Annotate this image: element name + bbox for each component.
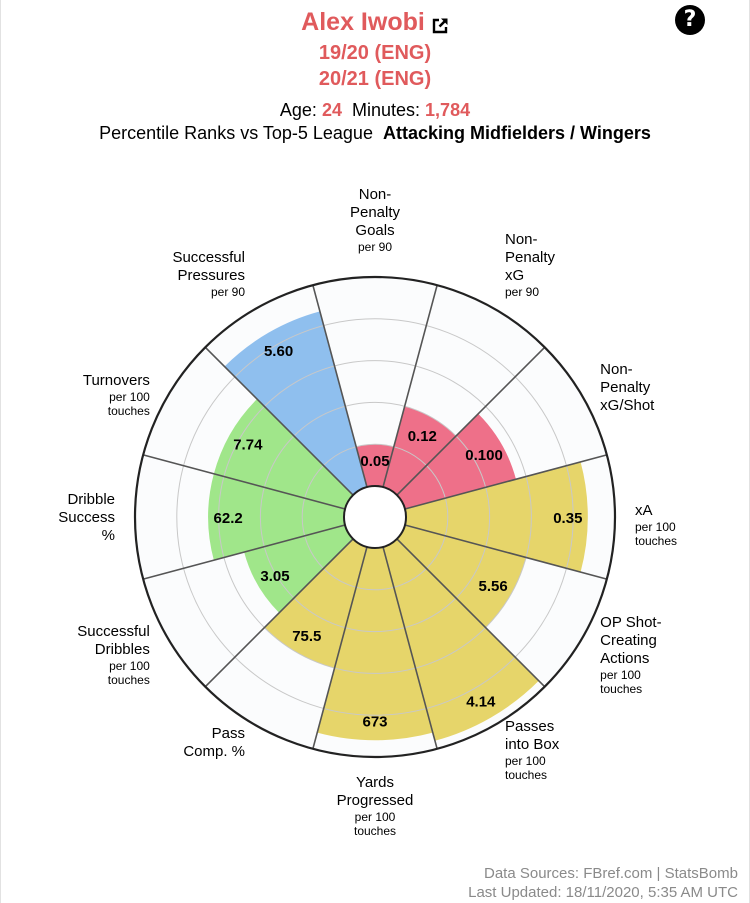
value-label: 5.56	[479, 578, 508, 595]
wedge-successful-pressures	[224, 311, 367, 496]
spoke-line	[312, 284, 368, 488]
metric-label-successful-dribbles: Successful Dribbles per 100 touches	[77, 623, 150, 687]
spoke-line	[382, 284, 438, 488]
grid-ring-40	[259, 401, 491, 633]
season-1: 19/20 (ENG)	[318, 42, 432, 64]
spoke-line	[204, 538, 354, 688]
title-row: Alex Iwobi	[0, 8, 750, 37]
value-label: 0.35	[553, 510, 582, 527]
value-label: 0.100	[465, 447, 503, 464]
metric-label-pass-comp-: Pass Comp. %	[183, 725, 245, 760]
wedge-non-penalty-xg-shot	[396, 413, 516, 509]
value-label: 673	[362, 713, 387, 730]
value-label: 0.05	[360, 453, 389, 470]
metric-label-successful-pressures: Successful Pressures per 90	[172, 249, 245, 299]
spoke-line	[204, 346, 354, 496]
comparison-subtitle: Percentile Ranks vs Top-5 League Attacki…	[0, 123, 750, 144]
metric-label-passes-into-box: Passes into Box per 100 touches	[505, 718, 560, 782]
value-label: 7.74	[233, 437, 263, 454]
spoke-line	[404, 524, 608, 580]
wedge-turnovers	[213, 399, 354, 509]
wedge-pass-comp-	[264, 538, 367, 669]
wedge-successful-dribbles	[244, 525, 354, 613]
grid-ring-80	[176, 318, 574, 716]
wedge-op-shot-creating-actions	[396, 525, 527, 628]
center-hole	[343, 485, 407, 549]
footer: Data Sources: FBref.com | StatsBomb Last…	[468, 864, 738, 902]
metric-label-xa: xA per 100 touches	[635, 502, 677, 548]
age-label: Age:	[279, 100, 317, 120]
spoke-line	[404, 454, 608, 510]
wedge-yards-progressed	[317, 546, 433, 741]
wedge-dribble-success-	[208, 473, 346, 561]
wedge-xa	[404, 461, 588, 573]
metric-label-non-penalty-xg-shot: Non-Penalty xG/Shot	[600, 361, 655, 414]
wedge-non-penalty-goals	[356, 444, 394, 488]
wedge-non-penalty-xg	[383, 406, 457, 496]
metric-label-non-penalty-goals: Non-Penalty Goals per 90	[350, 186, 401, 254]
spoke-line	[396, 346, 546, 496]
metric-label-dribble-success-: Dribble Success%	[58, 491, 115, 544]
last-updated: Last Updated: 18/11/2020, 5:35 AM UTC	[468, 884, 738, 901]
season-2: 20/21 (ENG)	[318, 68, 432, 90]
grid-ring-20	[301, 443, 449, 591]
spoke-line	[382, 546, 438, 750]
value-label: 0.12	[408, 428, 437, 445]
value-label: 75.5	[292, 628, 321, 645]
metric-label-turnovers: Turnovers per 100 touches	[83, 372, 150, 418]
age-value: 24	[321, 100, 342, 120]
data-sources: Data Sources: FBref.com | StatsBomb	[484, 865, 738, 882]
metric-label-non-penalty-xg: Non-Penalty xG per 90	[505, 231, 556, 299]
grid-ring-60	[218, 360, 532, 674]
value-label: 5.60	[264, 343, 293, 360]
comparison-prefix: Percentile Ranks vs Top-5 League	[99, 123, 373, 143]
player-name[interactable]: Alex Iwobi	[301, 8, 425, 36]
spoke-line	[142, 524, 346, 580]
spoke-line	[312, 546, 368, 750]
metric-label-op-shot-creating-actions: OP Shot-Creating Actions per 100 touches	[600, 614, 661, 696]
value-label: 4.14	[466, 693, 496, 710]
spoke-line	[142, 454, 346, 510]
metric-label-yards-progressed: Yards Progressed per 100 touches	[337, 774, 414, 838]
value-label: 62.2	[214, 510, 243, 527]
comparison-group: Attacking Midfielders / Wingers	[382, 123, 651, 143]
minutes-value: 1,784	[425, 100, 471, 120]
spoke-line	[396, 538, 546, 688]
outer-ring	[133, 275, 617, 759]
player-meta: Age: 24 Minutes: 1,784	[0, 100, 750, 121]
minutes-label: Minutes:	[352, 100, 421, 120]
help-icon[interactable]: ?	[675, 5, 705, 35]
external-link-icon[interactable]	[431, 17, 449, 35]
value-label: 3.05	[260, 568, 289, 585]
